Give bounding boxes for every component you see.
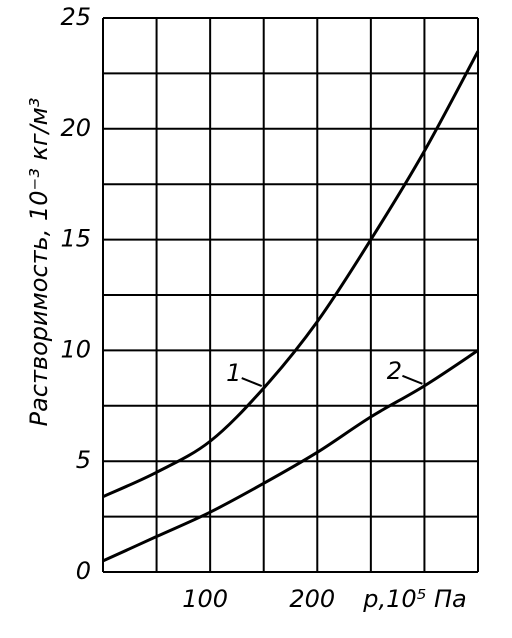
legend-label: 2	[387, 357, 402, 385]
x-tick-label: 200	[289, 585, 335, 613]
x-tick-label: 100	[182, 585, 228, 613]
line	[102, 50, 480, 499]
line	[102, 349, 479, 563]
y-tick-label: 20	[60, 114, 91, 142]
leader-line	[241, 377, 263, 388]
y-tick-label: 10	[60, 335, 91, 363]
x-axis-label: p,10⁵ Па	[362, 585, 466, 613]
y-tick-label: 0	[76, 557, 91, 585]
y-tick-label: 15	[60, 225, 91, 253]
leader-line	[402, 374, 423, 385]
y-axis-label: Растворимость, 10⁻³ кг/м³	[25, 98, 53, 427]
legend-label: 1	[226, 359, 241, 387]
y-tick-label: 25	[60, 3, 91, 31]
y-tick-label: 5	[76, 446, 91, 474]
